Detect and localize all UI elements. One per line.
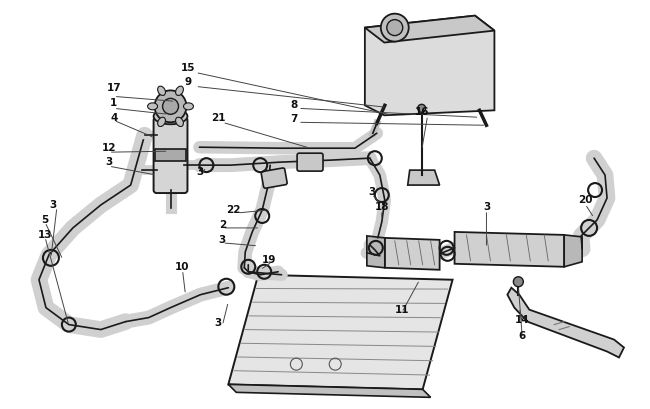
- Text: 2: 2: [218, 220, 226, 230]
- Polygon shape: [367, 236, 385, 268]
- Text: 3: 3: [105, 157, 112, 167]
- Text: 22: 22: [226, 205, 240, 215]
- Text: 6: 6: [519, 330, 526, 341]
- Ellipse shape: [158, 86, 166, 95]
- FancyBboxPatch shape: [297, 153, 323, 171]
- Text: 3: 3: [49, 200, 57, 210]
- Ellipse shape: [153, 108, 187, 124]
- Polygon shape: [228, 275, 452, 389]
- Circle shape: [162, 98, 179, 114]
- Text: 12: 12: [101, 143, 116, 153]
- Text: 5: 5: [42, 215, 49, 225]
- Polygon shape: [228, 384, 431, 397]
- Polygon shape: [408, 170, 439, 185]
- Text: 13: 13: [38, 230, 52, 240]
- Polygon shape: [454, 232, 564, 267]
- Text: 19: 19: [262, 255, 276, 265]
- Circle shape: [418, 104, 426, 112]
- Text: 10: 10: [176, 262, 190, 272]
- Text: 3: 3: [483, 202, 490, 212]
- Polygon shape: [365, 16, 495, 115]
- Ellipse shape: [148, 103, 157, 110]
- Ellipse shape: [158, 117, 166, 126]
- Polygon shape: [365, 16, 495, 43]
- Text: 8: 8: [291, 100, 298, 110]
- FancyBboxPatch shape: [261, 168, 287, 188]
- Circle shape: [155, 90, 187, 122]
- Text: 3: 3: [368, 187, 376, 197]
- Text: 21: 21: [211, 113, 226, 123]
- Text: 16: 16: [415, 107, 429, 117]
- Text: 18: 18: [374, 202, 389, 212]
- Polygon shape: [385, 238, 439, 270]
- Text: 1: 1: [110, 98, 118, 108]
- Text: 4: 4: [110, 113, 118, 123]
- Ellipse shape: [183, 103, 194, 110]
- Circle shape: [381, 13, 409, 42]
- Bar: [155, 149, 187, 161]
- Polygon shape: [564, 235, 582, 267]
- Circle shape: [514, 277, 523, 287]
- Circle shape: [387, 20, 403, 36]
- Text: 20: 20: [578, 195, 592, 205]
- Text: 7: 7: [291, 114, 298, 124]
- Text: 3: 3: [218, 235, 226, 245]
- Text: 9: 9: [185, 77, 192, 88]
- Polygon shape: [508, 288, 624, 357]
- Text: 17: 17: [107, 83, 121, 93]
- FancyBboxPatch shape: [153, 117, 187, 193]
- Text: 3: 3: [197, 167, 204, 177]
- Text: 3: 3: [214, 318, 222, 328]
- Text: 15: 15: [181, 63, 196, 74]
- Text: 11: 11: [395, 305, 409, 315]
- Ellipse shape: [176, 117, 183, 126]
- Text: 14: 14: [515, 315, 530, 325]
- Ellipse shape: [176, 86, 183, 95]
